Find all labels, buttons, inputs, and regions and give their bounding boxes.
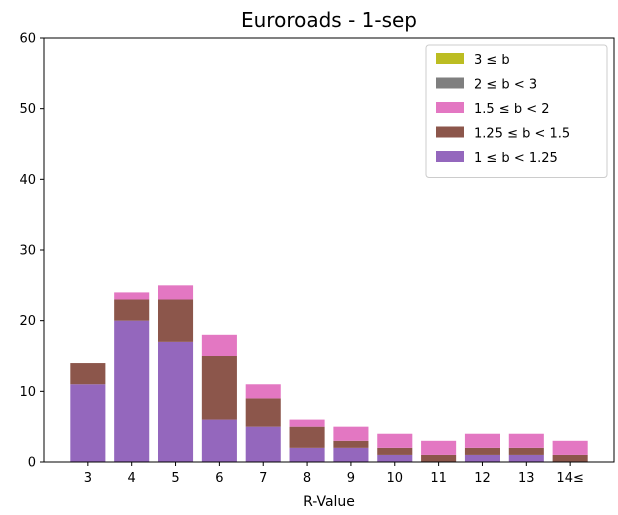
bar-segment-8-s0 <box>289 447 325 462</box>
x-tick-label-10: 10 <box>386 471 403 486</box>
bar-segment-5-s0 <box>158 341 194 462</box>
y-tick-label-50: 50 <box>19 102 36 117</box>
x-axis-title: R-Value <box>303 494 355 510</box>
bar-segment-5-s1 <box>158 299 194 342</box>
x-tick-label-6: 6 <box>215 471 223 486</box>
legend-swatch-4 <box>436 151 464 162</box>
y-tick-label-40: 40 <box>19 173 36 188</box>
bar-segment-10-s1 <box>377 447 413 455</box>
legend-swatch-3 <box>436 126 464 138</box>
bar-segment-11-s2 <box>421 440 457 455</box>
bar-segment-13-s1 <box>508 447 544 455</box>
bar-segment-12-s0 <box>464 454 500 462</box>
bar-segment-6-s1 <box>201 356 237 420</box>
legend-label-3: 1.25 ≤ b < 1.5 <box>474 127 570 142</box>
bar-segment-6-s0 <box>201 419 237 462</box>
bar-segment-4-s2 <box>114 292 150 300</box>
bar-segment-11-s1 <box>421 454 457 462</box>
legend-swatch-2 <box>436 102 464 113</box>
y-axis: 0 10 20 30 40 50 60 <box>19 32 44 471</box>
bar-segment-9-s1 <box>333 440 369 448</box>
x-tick-label-8: 8 <box>303 471 311 486</box>
x-tick-label-12: 12 <box>474 471 491 486</box>
legend-swatch-1 <box>436 77 464 89</box>
legend-swatch-0 <box>436 53 464 64</box>
y-tick-label-20: 20 <box>19 314 36 329</box>
bar-segment-14≤-s1 <box>552 454 588 462</box>
legend: 3 ≤ b 2 ≤ b < 3 1.5 ≤ b < 2 1.25 ≤ b < 1.5 1… <box>425 44 608 178</box>
legend-label-4: 1 ≤ b < 1.25 <box>474 151 558 166</box>
bar-segment-12-s2 <box>464 433 500 448</box>
x-tick-label-7: 7 <box>259 471 267 486</box>
bar-segment-8-s2 <box>289 419 325 427</box>
bar-segment-13-s0 <box>508 454 544 462</box>
bar-segment-5-s2 <box>158 285 194 300</box>
x-tick-label-4: 4 <box>128 471 136 486</box>
x-tick-label-14≤: 14≤ <box>556 471 583 486</box>
bar-segment-7-s0 <box>245 426 281 462</box>
bar-segment-6-s2 <box>201 334 237 356</box>
legend-frame <box>425 44 608 178</box>
x-tick-label-11: 11 <box>430 471 447 486</box>
x-tick-label-13: 13 <box>518 471 535 486</box>
bar-segment-3-s0 <box>70 384 106 462</box>
legend-label-2: 1.5 ≤ b < 2 <box>474 102 550 117</box>
x-tick-label-5: 5 <box>171 471 179 486</box>
bar-segment-9-s2 <box>333 426 369 441</box>
bar-segment-13-s2 <box>508 433 544 448</box>
y-tick-label-30: 30 <box>19 244 36 259</box>
bar-segment-10-s0 <box>377 454 413 462</box>
legend-label-1: 2 ≤ b < 3 <box>474 78 537 93</box>
bar-segment-8-s1 <box>289 426 325 448</box>
bar-segment-10-s2 <box>377 433 413 448</box>
x-tick-label-9: 9 <box>347 471 355 486</box>
bar-segment-9-s0 <box>333 447 369 462</box>
bar-segment-12-s1 <box>464 447 500 455</box>
bars-group <box>70 285 588 462</box>
bar-segment-4-s1 <box>114 299 150 321</box>
x-tick-label-3: 3 <box>84 471 92 486</box>
bar-segment-14≤-s2 <box>552 440 588 455</box>
bar-segment-7-s2 <box>245 384 281 399</box>
bar-segment-7-s1 <box>245 398 281 427</box>
y-tick-label-10: 10 <box>19 385 36 400</box>
x-axis: 3 4 5 6 7 8 9 10 11 12 13 14≤ <box>84 462 584 486</box>
y-tick-label-0: 0 <box>28 456 36 471</box>
bar-segment-4-s0 <box>114 320 150 462</box>
chart-title: Euroroads - 1-sep <box>241 8 417 32</box>
bar-segment-3-s1 <box>70 363 106 385</box>
legend-label-0: 3 ≤ b <box>474 53 510 68</box>
y-tick-label-60: 60 <box>19 32 36 47</box>
